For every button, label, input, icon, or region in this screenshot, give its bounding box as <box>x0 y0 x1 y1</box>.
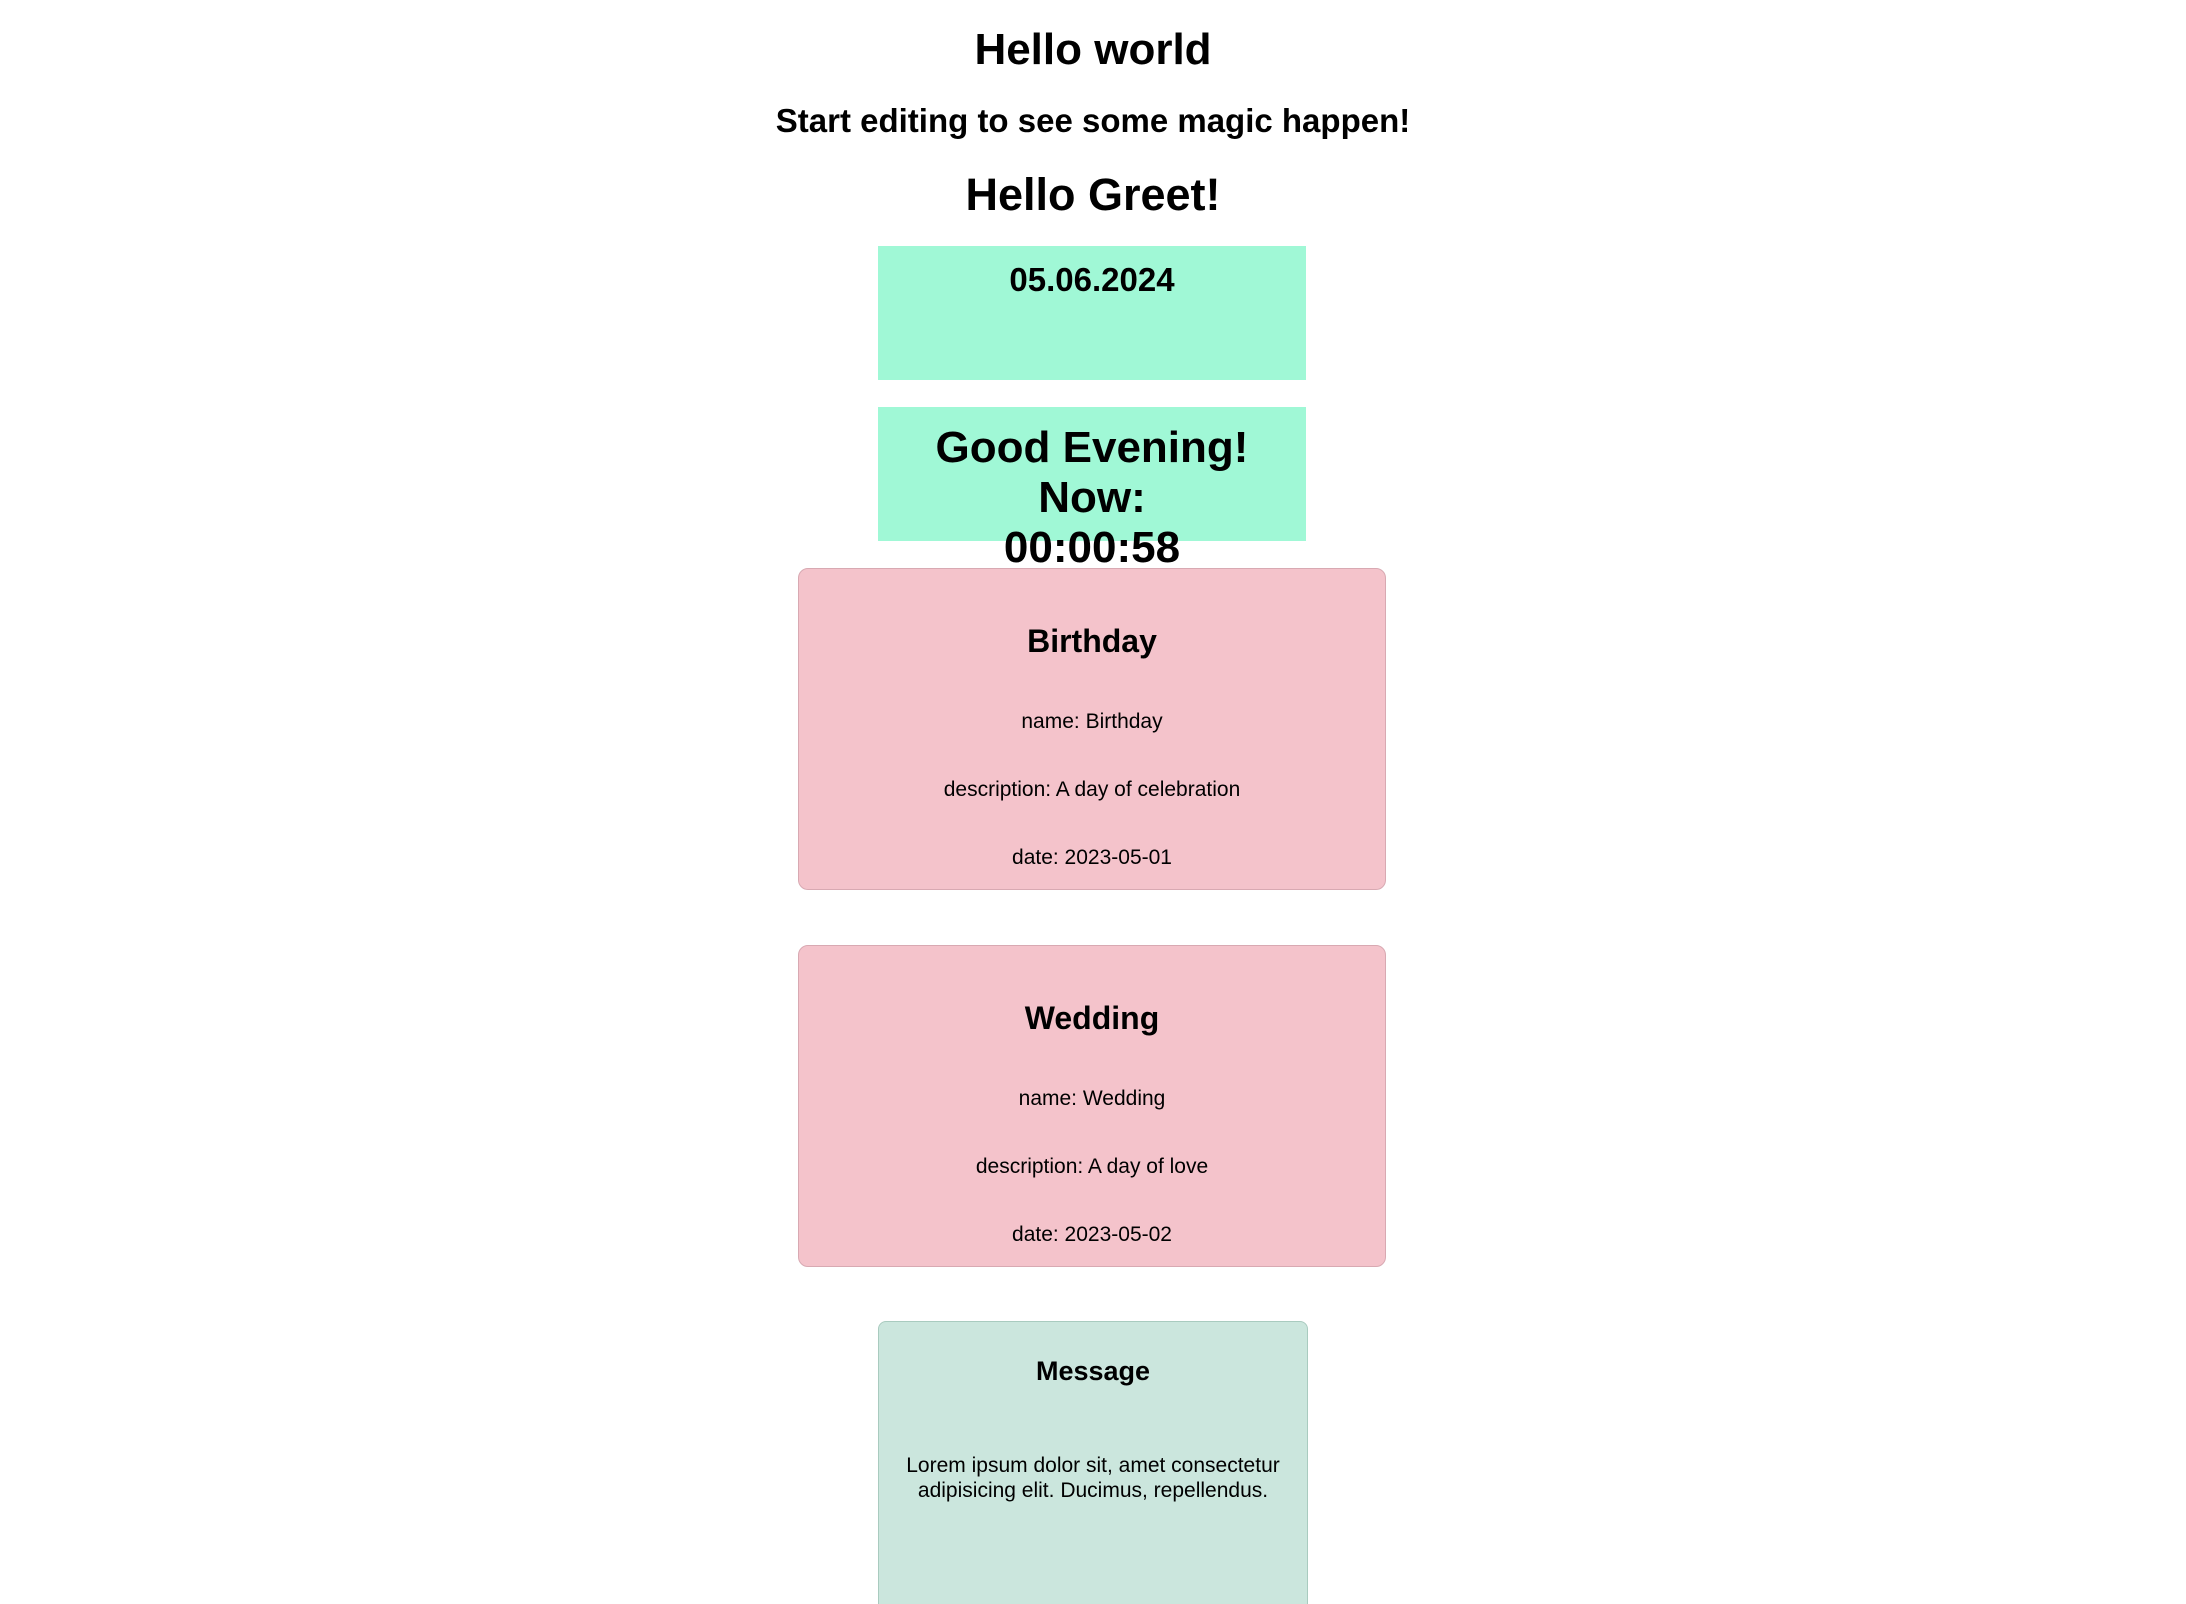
event-card-title: Birthday <box>1027 623 1157 659</box>
event-description: description: A day of celebration <box>943 778 1241 801</box>
event-name: name: Wedding <box>1018 1087 1166 1110</box>
message-card: Message Lorem ipsum dolor sit, amet cons… <box>878 1321 1308 1604</box>
greeting-heading: Hello Greet! <box>965 169 1221 220</box>
greeting-text: Good Evening! Now: <box>935 423 1249 522</box>
clock-time: 00:00:58 <box>1003 523 1181 572</box>
page-subtitle: Start editing to see some magic happen! <box>775 102 1411 139</box>
event-card-title: Wedding <box>1024 1000 1160 1036</box>
date-box: 05.06.2024 <box>878 246 1306 380</box>
event-description: description: A day of love <box>975 1155 1209 1178</box>
greeting-box: Good Evening! Now: 00:00:58 <box>878 407 1306 572</box>
event-card-birthday: Birthday name: Birthday description: A d… <box>798 568 1386 890</box>
current-date: 05.06.2024 <box>1009 261 1175 298</box>
message-body: Lorem ipsum dolor sit, amet consectetur … <box>906 1454 1280 1502</box>
event-name: name: Birthday <box>1021 710 1163 733</box>
message-title: Message <box>1035 1356 1151 1386</box>
event-date: date: 2023-05-02 <box>1012 1223 1172 1246</box>
event-date: date: 2023-05-01 <box>1012 846 1172 869</box>
page-title: Hello world <box>974 25 1212 74</box>
event-card-wedding: Wedding name: Wedding description: A day… <box>798 945 1386 1267</box>
greeting-clock: Good Evening! Now: 00:00:58 <box>878 423 1306 573</box>
